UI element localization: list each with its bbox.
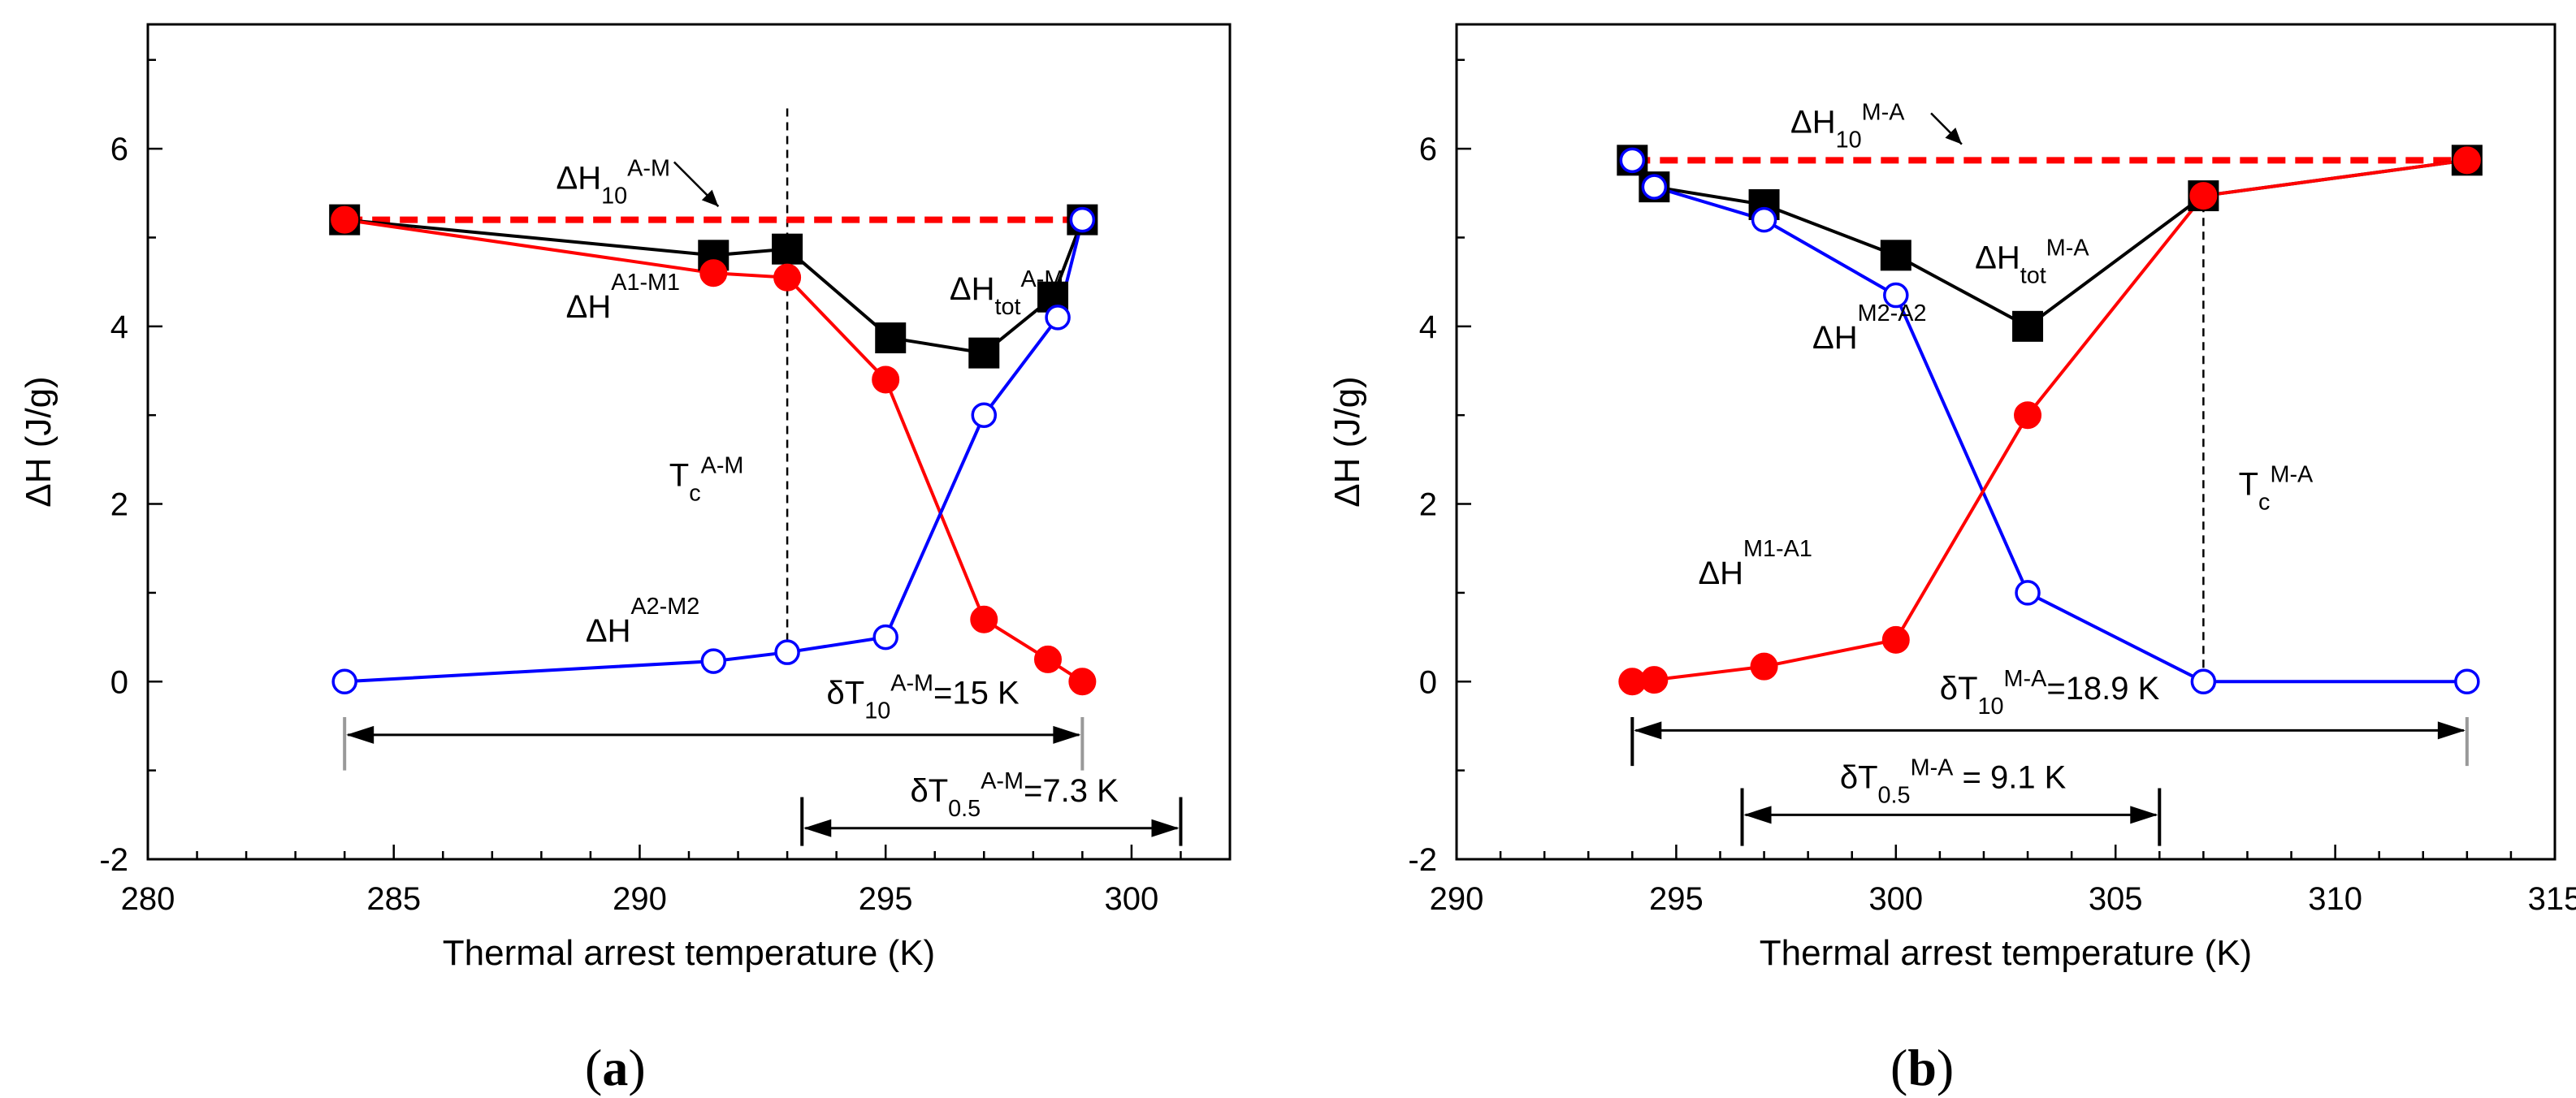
open-circle-marker (1069, 206, 1096, 233)
chart-a-svg: 280 285 290 295 300 -2 0 2 4 6 Thermal arrest temp… (19, 23, 1232, 973)
y-tick-label: 4 (1419, 309, 1437, 345)
annotation-arrow-head (701, 189, 719, 207)
square-marker (772, 233, 803, 265)
open-circle-marker (1045, 305, 1071, 331)
annotation-label: ΔHM1-A1 (1698, 536, 1812, 591)
y-tick-label: 6 (110, 132, 128, 167)
open-circle-marker (2190, 668, 2217, 695)
y-tick-label: 4 (110, 309, 128, 345)
y-tick-label: 6 (1419, 132, 1437, 167)
square-marker (875, 322, 907, 354)
filled-circle-marker (1068, 668, 1097, 696)
square-marker (1880, 240, 1911, 271)
range-arrow-head (2437, 721, 2466, 740)
x-tick-label: 295 (1649, 881, 1704, 917)
y-tick-label: -2 (99, 842, 128, 878)
y-axis-label: ΔH (J/g) (19, 376, 58, 507)
y-tick-label: 2 (1419, 487, 1437, 523)
open-circle-marker (331, 668, 357, 695)
range-arrow-head (803, 819, 832, 837)
filled-circle-marker (2453, 146, 2481, 175)
open-circle-marker (2454, 668, 2480, 695)
filled-circle-marker (1640, 666, 1669, 694)
y-tick-label: -2 (1408, 842, 1437, 878)
x-tick-label: 295 (859, 881, 913, 917)
x-axis-label: Thermal arrest temperature (K) (443, 933, 935, 973)
annotation-label: TcA-M (669, 453, 744, 507)
annotation-label: ΔHA2-M2 (586, 594, 699, 649)
square-marker (2012, 310, 2044, 342)
chart-panel-a: 280 285 290 295 300 -2 0 2 4 6 Thermal arrest temp… (0, 0, 1288, 1096)
filled-circle-marker (699, 259, 728, 287)
annotation-label: ΔHtotM-A (1975, 236, 2089, 289)
filled-circle-marker (773, 263, 802, 292)
annotation-label: ΔHM2-A2 (1812, 300, 1926, 356)
range-label: δT0.5M-A = 9.1 K (1840, 755, 2067, 809)
range-arrow-head (1151, 819, 1180, 837)
filled-circle-marker (1750, 652, 1778, 681)
square-marker (968, 337, 1000, 369)
x-tick-label: 315 (2528, 881, 2576, 917)
filled-circle-marker (970, 605, 998, 633)
x-tick-label: 290 (1430, 881, 1484, 917)
x-tick-label: 300 (1105, 881, 1159, 917)
open-circle-marker (1619, 147, 1646, 174)
annotation-label: ΔH10A-M (556, 155, 670, 209)
open-circle-marker (2015, 580, 2041, 606)
open-circle-marker (971, 402, 998, 428)
chart-panel-b: 290 295 300 305 310 315 -2 0 2 4 6 Thermal arrest t… (1288, 0, 2576, 1096)
y-tick-label: 0 (1419, 664, 1437, 700)
panel-a-caption: (a) (585, 1039, 646, 1096)
filled-circle-marker (2189, 182, 2218, 210)
annotation-label: TcM-A (2239, 462, 2314, 516)
range-label: δT0.5A-M=7.3 K (910, 768, 1119, 822)
x-axis-label: Thermal arrest temperature (K) (1760, 933, 2252, 973)
filled-circle-marker (1881, 625, 1910, 654)
x-tick-label: 310 (2308, 881, 2362, 917)
x-tick-label: 300 (1868, 881, 1923, 917)
range-arrow-head (2130, 806, 2158, 824)
filled-circle-marker (331, 205, 359, 234)
open-circle-marker (1883, 282, 1909, 309)
range-arrow-head (1053, 725, 1081, 744)
x-tick-label: 280 (121, 881, 175, 917)
filled-circle-marker (1033, 645, 1062, 673)
annotation-label: ΔHA1-M1 (566, 270, 680, 325)
y-tick-label: 0 (110, 664, 128, 700)
open-circle-marker (700, 648, 727, 674)
open-circle-marker (872, 624, 898, 651)
annotation-arrow-head (1945, 128, 1962, 145)
open-circle-marker (774, 639, 800, 665)
x-tick-label: 285 (366, 881, 421, 917)
open-circle-marker (1641, 174, 1668, 200)
range-label: δT10M-A=18.9 K (1940, 666, 2160, 720)
annotation-label: ΔH10M-A (1790, 99, 1905, 153)
x-tick-label: 290 (613, 881, 667, 917)
plot-frame (1455, 23, 2557, 861)
filled-circle-marker (2014, 401, 2042, 430)
range-arrow-head (346, 725, 374, 744)
open-circle-marker (1751, 206, 1777, 233)
chart-b-svg: 290 295 300 305 310 315 -2 0 2 4 6 Thermal arrest t… (1327, 23, 2576, 973)
range-label: δT10A-M=15 K (827, 671, 1020, 724)
filled-circle-marker (872, 365, 900, 394)
range-arrow-head (1634, 721, 1662, 740)
y-axis-label: ΔH (J/g) (1327, 376, 1367, 507)
y-tick-label: 2 (110, 487, 128, 523)
annotation-label: ΔHtotA-M (950, 266, 1063, 320)
x-tick-label: 305 (2089, 881, 2143, 917)
range-arrow-head (1743, 806, 1772, 824)
panel-b-caption: (b) (1890, 1039, 1955, 1096)
